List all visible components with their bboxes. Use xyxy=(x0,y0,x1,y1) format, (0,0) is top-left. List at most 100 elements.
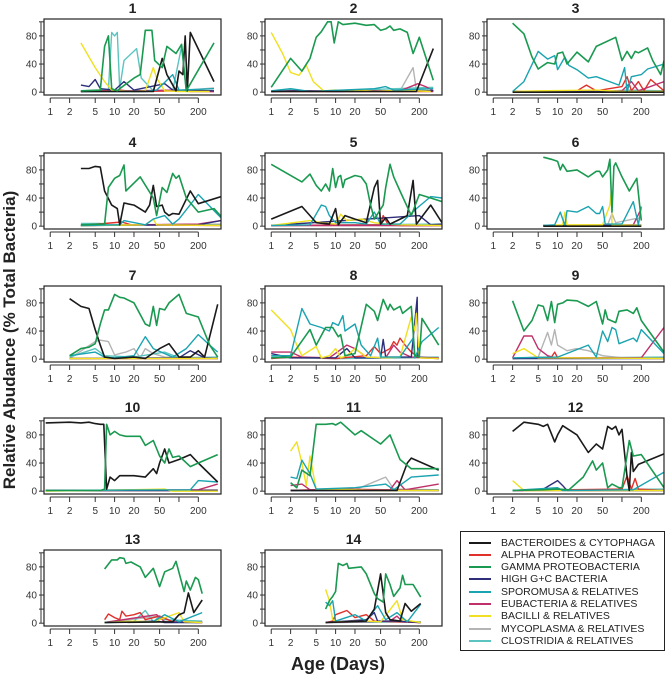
series-line-gamma xyxy=(271,298,440,359)
x-tick-label: 2 xyxy=(67,241,73,252)
x-tick-label: 2 xyxy=(288,241,294,252)
series-line-alpha xyxy=(512,76,664,93)
x-tick-label: 200 xyxy=(190,638,207,649)
x-tick-label: 2 xyxy=(288,638,294,649)
y-tick-label: 80 xyxy=(26,165,38,176)
x-tick-label: 20 xyxy=(349,107,361,118)
x-tick-label: 10 xyxy=(552,374,564,385)
plot-frame xyxy=(264,152,443,230)
plot-frame xyxy=(43,18,222,96)
x-tick-label: 10 xyxy=(109,107,121,118)
x-tick-label: 2 xyxy=(67,506,73,517)
x-tick-label: 5 xyxy=(92,506,98,517)
series-line-sporo xyxy=(80,193,221,227)
legend-item-clos: CLOSTRIDIA & RELATIVES xyxy=(469,635,633,647)
series-line-gamma xyxy=(324,562,422,610)
y-tick-label: 80 xyxy=(469,298,481,309)
y-tick-label: 40 xyxy=(26,194,38,205)
legend-item-myco: MYCOPLASMA & RELATIVES xyxy=(469,623,644,635)
x-tick-label: 5 xyxy=(92,374,98,385)
x-tick-label: 5 xyxy=(535,374,541,385)
series-line-gamma xyxy=(103,556,203,594)
y-tick-label: 80 xyxy=(247,298,259,309)
y-tick-label: 40 xyxy=(469,459,481,470)
x-tick-label: 5 xyxy=(535,241,541,252)
series-line-hgc xyxy=(80,78,215,92)
y-tick-label: 80 xyxy=(247,31,259,42)
panel-title: 4 xyxy=(129,134,137,150)
panel-title: 8 xyxy=(350,267,358,283)
legend-label: BACTEROIDES & CYTOPHAGA xyxy=(501,536,655,549)
plot-frame xyxy=(486,152,665,230)
legend-item-gamma: GAMMA PROTEOBACTERIA xyxy=(469,561,640,573)
series-group xyxy=(80,164,221,227)
y-tick-label: 80 xyxy=(247,430,259,441)
panel-title: 10 xyxy=(125,399,141,415)
series-line-bac xyxy=(270,32,431,93)
panel-title: 5 xyxy=(350,134,358,150)
y-tick-label: 80 xyxy=(26,430,38,441)
series-line-bact xyxy=(512,421,664,492)
x-tick-label: 50 xyxy=(154,241,166,252)
panel-11: 11 0 40 80 1 2 5 10 20 50 200 xyxy=(247,399,443,517)
series-line-bac xyxy=(104,611,203,624)
x-tick-label: 50 xyxy=(375,506,387,517)
series-group xyxy=(290,421,440,492)
x-tick-label: 10 xyxy=(109,506,121,517)
x-tick-label: 1 xyxy=(490,241,496,252)
series-group xyxy=(69,293,219,360)
plot-frame xyxy=(43,417,222,495)
series-line-sporo xyxy=(45,479,218,492)
x-tick-label: 1 xyxy=(268,638,274,649)
plot-frame xyxy=(43,152,222,230)
plot-frame xyxy=(43,549,222,627)
panel-title: 3 xyxy=(572,0,580,16)
legend: BACTEROIDES & CYTOPHAGA ALPHA PROTEOBACTE… xyxy=(460,531,665,651)
legend-swatch xyxy=(469,590,491,593)
x-tick-label: 200 xyxy=(411,241,428,252)
y-axis-label: Relative Abudance (% Total Bacteria) xyxy=(0,191,19,490)
x-tick-label: 5 xyxy=(313,638,319,649)
series-line-alpha xyxy=(512,475,664,492)
x-tick-label: 2 xyxy=(67,638,73,649)
y-tick-label: 0 xyxy=(31,487,37,498)
x-tick-label: 20 xyxy=(571,107,583,118)
series-group xyxy=(270,21,435,93)
series-line-sporo xyxy=(543,200,642,227)
x-tick-label: 200 xyxy=(411,638,428,649)
series-line-gamma xyxy=(270,21,435,88)
x-tick-label: 1 xyxy=(47,506,53,517)
x-tick-label: 1 xyxy=(268,241,274,252)
x-tick-label: 10 xyxy=(330,374,342,385)
series-line-bact xyxy=(290,457,440,492)
series-line-sporo xyxy=(271,307,440,359)
panel-title: 2 xyxy=(350,0,358,16)
x-tick-label: 1 xyxy=(490,107,496,118)
series-line-gamma xyxy=(290,421,439,489)
panel-title: 12 xyxy=(568,399,584,415)
plot-frame xyxy=(264,549,443,627)
x-tick-label: 10 xyxy=(552,241,564,252)
x-tick-label: 200 xyxy=(190,241,207,252)
x-tick-label: 1 xyxy=(47,374,53,385)
x-tick-label: 1 xyxy=(47,241,53,252)
y-tick-label: 0 xyxy=(252,222,258,233)
panel-title: 6 xyxy=(572,134,580,150)
x-tick-label: 2 xyxy=(67,374,73,385)
legend-label: BACILLI & RELATIVES xyxy=(501,610,610,623)
series-line-myco xyxy=(512,328,664,360)
panel-14: 14 0 40 80 1 2 5 10 20 50 200 xyxy=(247,531,443,649)
series-line-gamma xyxy=(69,293,219,358)
x-tick-label: 5 xyxy=(313,374,319,385)
y-tick-label: 0 xyxy=(474,355,480,366)
y-tick-label: 80 xyxy=(26,31,38,42)
x-tick-label: 200 xyxy=(411,506,428,517)
x-tick-label: 50 xyxy=(597,241,609,252)
plot-frame xyxy=(486,417,665,495)
y-tick-label: 40 xyxy=(247,194,259,205)
panel-title: 14 xyxy=(346,531,362,547)
plot-frame xyxy=(486,285,665,363)
series-line-bact xyxy=(45,421,219,490)
